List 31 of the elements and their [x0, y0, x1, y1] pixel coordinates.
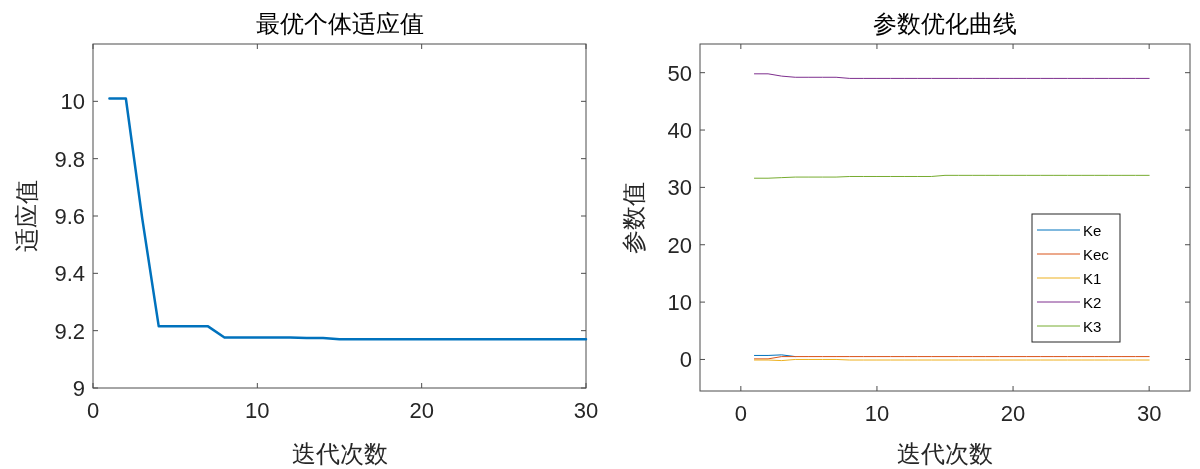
y-tick-label: 10 [667, 290, 692, 316]
y-tick-label: 30 [667, 175, 692, 201]
x-tick-label: 10 [245, 398, 270, 423]
x-tick-label: 20 [1000, 401, 1026, 426]
x-tick-label: 30 [573, 398, 599, 423]
chart-title: 最优个体适应值 [255, 10, 424, 37]
y-tick-label: 0 [679, 347, 692, 373]
legend-label: Ke [1083, 222, 1102, 239]
legend-label: K2 [1083, 294, 1102, 311]
y-tick-label: 9.6 [54, 204, 85, 229]
y-tick-label: 9.2 [54, 318, 85, 344]
x-axis-title: 迭代次数 [897, 440, 993, 467]
x-tick-label: 10 [864, 401, 890, 426]
x-tick-label: 30 [1136, 401, 1162, 426]
y-tick-label: 9 [72, 376, 85, 401]
legend-label: K1 [1083, 270, 1102, 287]
y-tick-label: 40 [667, 118, 692, 144]
chart-title: 参数优化曲线 [873, 10, 1017, 37]
x-tick-label: 20 [409, 398, 434, 423]
y-tick-label: 10 [60, 89, 85, 115]
y-tick-label: 9.4 [54, 261, 85, 287]
y-axis-title: 适应值 [13, 180, 40, 252]
line-series [108, 97, 588, 341]
y-tick-label: 9.8 [54, 146, 85, 172]
x-tick-label: 0 [734, 401, 747, 426]
y-axis-title: 参数值 [620, 181, 647, 254]
x-axis-title: 迭代次数 [291, 440, 388, 467]
legend-label: K3 [1083, 318, 1102, 335]
y-tick-label: 50 [667, 60, 692, 86]
y-tick-label: 20 [667, 232, 692, 258]
legend-label: Kec [1083, 246, 1110, 263]
